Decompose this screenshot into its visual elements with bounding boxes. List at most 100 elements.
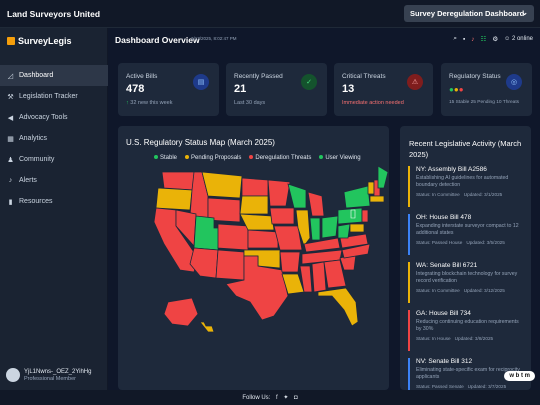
bill-title: GA: House Bill 734: [416, 310, 471, 317]
gear-icon[interactable]: ⚙: [492, 36, 499, 43]
map-title: U.S. Regulatory Status Map (March 2025): [126, 138, 275, 147]
sidebar-nav: ◿ Dashboard ⚒ Legislation Tracker ◀ Advo…: [0, 65, 108, 212]
legend-item: Pending Proposals: [185, 155, 241, 161]
list-item[interactable]: GA: House Bill 734 Reducing continuing e…: [408, 310, 521, 351]
stat-card-active-bills[interactable]: Active Bills 478 ↑ 32 new this week ▤: [118, 63, 219, 116]
sidebar-item-resources[interactable]: ▮ Resources: [0, 191, 108, 212]
megaphone-icon: ◀: [7, 114, 14, 122]
brand[interactable]: SurveyLegis: [7, 36, 72, 46]
sidebar-item-legislation-tracker[interactable]: ⚒ Legislation Tracker: [0, 86, 108, 107]
overview-header: Dashboard Overview 3/17/2025, 8:02:47 PM…: [108, 28, 540, 52]
bill-updated: Updated: 3/8/2025: [454, 336, 494, 341]
search-icon[interactable]: ⌕: [453, 35, 457, 42]
sidebar-item-advocacy-tools[interactable]: ◀ Advocacy Tools: [0, 107, 108, 128]
state-ma: [369, 195, 385, 203]
bill-title: WA: Senate Bill 6721: [416, 262, 478, 269]
stat-sub: 15 Stable 25 Pending 10 Threats: [449, 100, 520, 105]
user-profile[interactable]: YjL1Nwns-_OEZ_2YihHg Professional Member: [6, 368, 91, 382]
stat-card-regulatory-status[interactable]: Regulatory Status ●●● 15 Stable 25 Pendi…: [441, 63, 532, 116]
sidebar-item-label: Legislation Tracker: [19, 93, 78, 100]
users-icon: ♟: [7, 156, 14, 164]
warning-icon: ⚠: [407, 74, 423, 90]
state-ne: [239, 213, 275, 231]
list-item[interactable]: WA: Senate Bill 6721 Integrating blockch…: [408, 262, 521, 303]
state-vt: [367, 181, 375, 195]
stat-value: 478: [126, 83, 145, 95]
app-title: Land Surveyors United: [7, 9, 101, 19]
bill-status: Status: Passed Senate: [416, 384, 464, 389]
bill-status: Status: Passed House: [416, 240, 463, 245]
bill-meta: Status: Passed House Updated: 3/5/2025: [416, 240, 521, 245]
online-count: ☺ 2 online: [504, 36, 533, 42]
regulatory-map-card: U.S. Regulatory Status Map (March 2025) …: [118, 126, 389, 390]
state-al: [311, 261, 327, 293]
bill-meta: Status: Passed Senate Updated: 3/7/2025: [416, 384, 521, 389]
save-icon[interactable]: ▪: [462, 35, 466, 43]
check-icon: ✓: [301, 74, 317, 90]
state-il: [295, 209, 311, 247]
header-actions: ⌕ ▪ ♪ ☷ ⚙ ☺ 2 online: [453, 35, 533, 43]
legend-item: User Viewing: [319, 155, 361, 161]
sidebar-item-dashboard[interactable]: ◿ Dashboard: [0, 65, 108, 86]
state-sd: [239, 195, 269, 215]
stat-card-critical-threats[interactable]: Critical Threats 13 Immediate action nee…: [334, 63, 433, 116]
dashboard-select[interactable]: Survey Deregulation Dashboard ⌄: [404, 5, 534, 22]
state-az: [189, 247, 219, 279]
online-count-label: 2 online: [511, 36, 533, 42]
bill-updated: Updated: 3/1/2025: [463, 192, 503, 197]
document-icon: ▤: [193, 74, 209, 90]
analytics-icon: ▦: [7, 135, 14, 143]
bill-description: Integrating blockchain technology for su…: [416, 271, 518, 284]
state-wv: [337, 223, 351, 239]
activity-title: Recent Legislative Activity (March 2025): [409, 139, 522, 159]
state-md: [349, 223, 365, 233]
state-in: [309, 217, 321, 241]
sidebar-item-alerts[interactable]: ♪ Alerts: [0, 170, 108, 191]
activity-list: NY: Assembly Bill A2586 Establishing AI …: [408, 166, 521, 390]
state-wy: [207, 197, 241, 223]
state-nd: [241, 177, 269, 197]
state-pa: [337, 207, 363, 225]
group-icon[interactable]: ☷: [480, 36, 487, 43]
state-ky: [303, 237, 341, 253]
status-dots: ●●●: [449, 85, 464, 94]
user-role: Professional Member: [24, 375, 76, 382]
bill-updated: Updated: 3/7/2025: [467, 384, 507, 389]
chevron-down-icon: ⌄: [521, 8, 528, 17]
list-item[interactable]: NY: Assembly Bill A2586 Establishing AI …: [408, 166, 521, 207]
sidebar-item-community[interactable]: ♟ Community: [0, 149, 108, 170]
stat-label: Regulatory Status: [449, 73, 501, 80]
state-nj: [361, 209, 369, 223]
bill-description: Establishing AI guidelines for automated…: [416, 175, 509, 188]
brand-logo-icon: [7, 37, 15, 45]
state-or: [155, 187, 193, 211]
stat-label: Recently Passed: [234, 73, 283, 80]
legend-label: Deregulation Threats: [255, 155, 312, 161]
state-ms: [299, 265, 313, 293]
stat-card-recently-passed[interactable]: Recently Passed 21 Last 30 days ✓: [226, 63, 327, 116]
stat-value: 21: [234, 83, 247, 95]
sidebar-item-analytics[interactable]: ▦ Analytics: [0, 128, 108, 149]
list-item[interactable]: NV: Senate Bill 312 Eliminating state-sp…: [408, 358, 521, 390]
state-me: [377, 165, 389, 189]
avatar: [6, 368, 20, 382]
legend-label: Stable: [160, 155, 178, 161]
bell-icon[interactable]: ♪: [471, 35, 475, 43]
instagram-icon[interactable]: ◘: [294, 395, 298, 401]
us-map[interactable]: [118, 126, 389, 390]
state-nm: [215, 249, 245, 281]
stat-sub: ↑ 32 new this week: [126, 100, 173, 106]
user-name: YjL1Nwns-_OEZ_2YihHg: [24, 368, 92, 375]
watermark-badge: w b t m: [504, 371, 535, 381]
footer-label: Follow Us:: [242, 395, 271, 401]
twitter-icon[interactable]: ✦: [283, 395, 289, 401]
sidebar-item-label: Dashboard: [19, 72, 54, 79]
state-mn: [267, 179, 291, 207]
bill-title: OH: House Bill 478: [416, 214, 472, 221]
facebook-icon[interactable]: f: [276, 395, 278, 401]
state-ak: [163, 297, 199, 327]
list-item[interactable]: OH: House Bill 478 Expanding interstate …: [408, 214, 521, 255]
bill-meta: Status: In Committee Updated: 3/12/2025: [416, 288, 521, 293]
state-tx: [225, 255, 289, 321]
state-wa: [161, 171, 195, 191]
